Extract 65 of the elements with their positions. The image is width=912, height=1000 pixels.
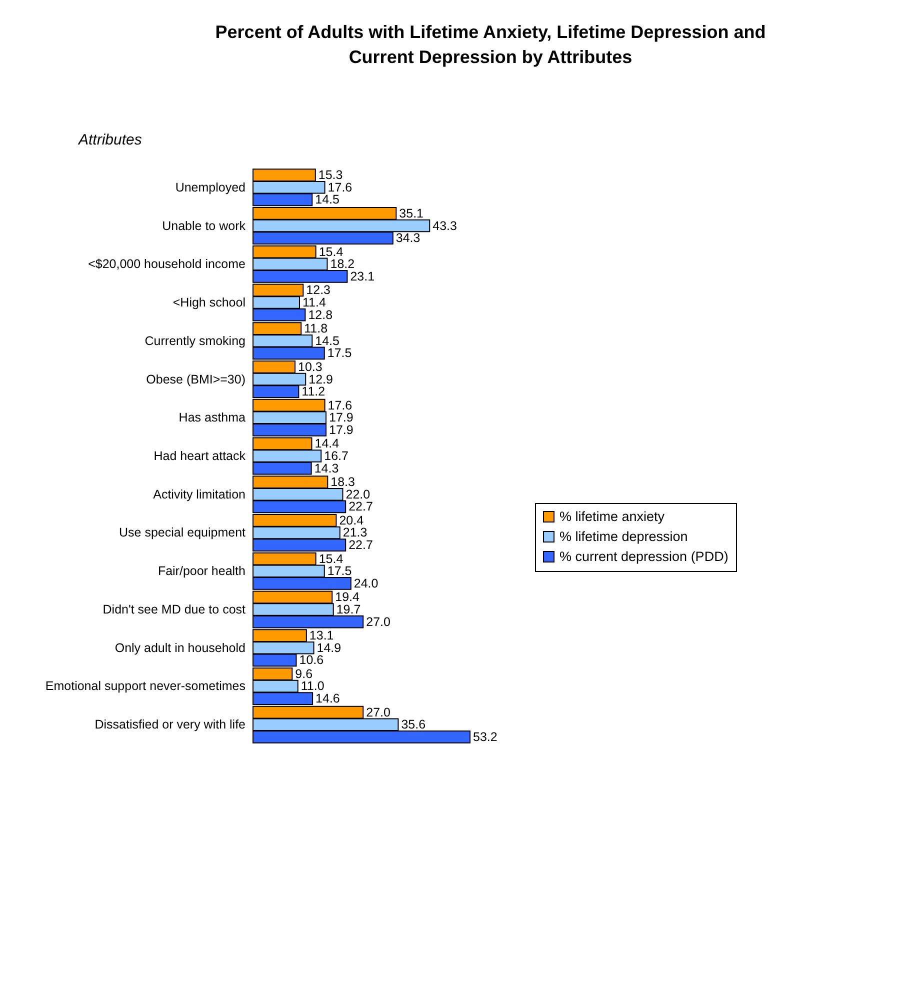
data-label: 16.7 [324, 449, 348, 463]
data-label: 10.3 [298, 360, 322, 374]
y-tick-label: Didn't see MD due to cost [102, 602, 246, 616]
data-label: 12.3 [306, 283, 331, 298]
data-label: 17.5 [327, 346, 352, 360]
data-label: 11.2 [302, 384, 326, 399]
data-label: 10.6 [299, 653, 324, 668]
y-tick-label: Obese (BMI>=30) [146, 372, 246, 386]
data-label: 14.5 [315, 334, 340, 348]
y-tick-label: <High school [172, 296, 246, 310]
data-label: 34.3 [396, 231, 420, 246]
data-label: 23.1 [350, 269, 375, 284]
y-tick-label: Unable to work [162, 218, 246, 233]
data-label: 13.1 [309, 628, 334, 643]
data-label: 14.5 [315, 192, 340, 207]
data-label: 17.9 [329, 422, 354, 437]
data-label: 53.2 [473, 730, 498, 744]
y-tick-label: Currently smoking [144, 334, 246, 348]
data-label: 14.4 [314, 436, 340, 451]
y-tick-label: Has asthma [178, 410, 246, 425]
data-label: 17.5 [327, 564, 352, 578]
data-label: 18.2 [330, 257, 355, 272]
data-label: 12.8 [308, 308, 333, 322]
y-tick-label: <$20,000 household income [88, 257, 246, 272]
data-label: 35.6 [401, 718, 426, 732]
y-tick-label: Unemployed [175, 180, 246, 194]
data-label: 27.0 [366, 614, 391, 629]
data-label: 22.0 [346, 487, 370, 502]
data-label: 14.3 [314, 461, 339, 476]
y-tick-label: Fair/poor health [158, 564, 246, 578]
data-label: 15.3 [318, 168, 343, 182]
chart-title: Percent of Adults with Lifetime Anxiety, Lifetime Depression and Current Depression by Attributes [215, 22, 766, 67]
data-label: 15.4 [318, 244, 344, 259]
legend-label: % current depression (PDD) [560, 548, 728, 564]
data-label: 15.4 [318, 552, 344, 566]
data-label: 22.7 [348, 500, 373, 514]
data-label: 19.4 [335, 590, 360, 604]
y-tick-label: Had heart attack [154, 449, 246, 463]
y-tick-label: Activity limitation [153, 487, 246, 502]
y-tick-label: Emotional support never-sometimes [45, 679, 246, 694]
data-label: 14.9 [316, 640, 342, 655]
data-label: 20.4 [339, 513, 364, 528]
data-label: 11.0 [300, 679, 324, 694]
data-label: 24.0 [354, 576, 378, 590]
data-label: 17.6 [328, 180, 352, 194]
data-label: 11.4 [302, 296, 326, 310]
data-label: 43.3 [432, 218, 457, 233]
data-label: 18.3 [330, 475, 356, 490]
y-tick-label: Use special equipment [119, 526, 246, 540]
y-tick-label: Dissatisfied or very with life [94, 718, 246, 732]
data-label: 14.6 [316, 692, 340, 706]
data-label: 22.7 [348, 538, 373, 552]
data-label: 35.1 [399, 206, 424, 220]
data-label: 17.6 [328, 398, 352, 412]
data-label: 27.0 [366, 705, 391, 720]
data-label: 19.7 [336, 602, 361, 616]
data-label: 12.9 [308, 372, 333, 386]
y-axis-title: Attributes [78, 132, 142, 148]
data-label: 17.9 [329, 410, 354, 425]
y-tick-label: Only adult in household [114, 640, 246, 655]
legend-label: % lifetime anxiety [560, 508, 665, 524]
data-label: 11.8 [304, 322, 328, 336]
data-label: 21.3 [342, 526, 368, 540]
legend-label: % lifetime depression [560, 528, 688, 544]
data-label: 9.6 [295, 666, 313, 681]
